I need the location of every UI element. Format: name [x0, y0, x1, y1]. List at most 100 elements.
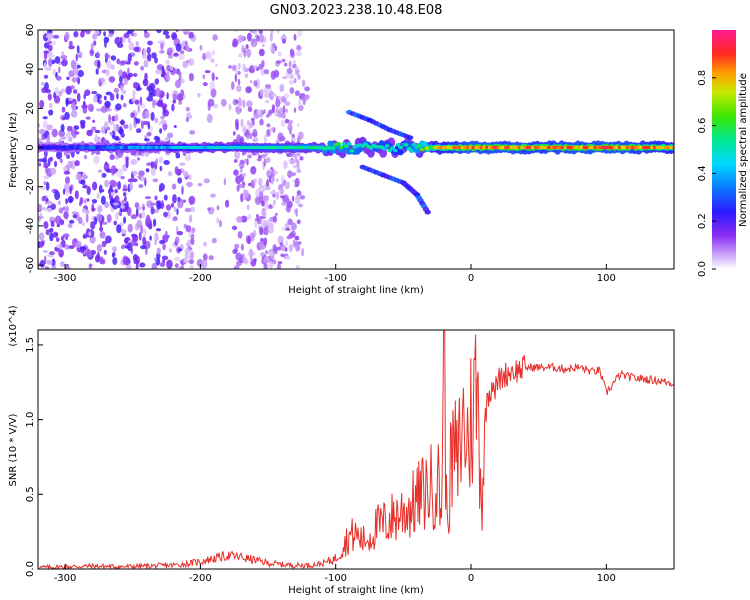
noise-speckle: [245, 44, 249, 50]
colorbar-ticks: 0.0 0.2 0.4 0.6 0.8: [697, 70, 716, 277]
noise-speckle: [266, 128, 271, 137]
noise-speckle: [197, 183, 203, 187]
noise-speckle: [237, 177, 241, 185]
noise-speckle: [64, 111, 70, 120]
noise-speckle: [284, 255, 291, 260]
noise-speckle: [58, 129, 65, 138]
noise-speckle: [109, 154, 115, 161]
noise-speckle: [38, 162, 41, 167]
noise-speckle: [69, 219, 75, 224]
noise-speckle: [50, 203, 56, 210]
noise-speckle: [275, 139, 280, 144]
noise-speckle: [65, 176, 70, 185]
noise-speckle: [114, 114, 119, 122]
noise-speckle: [67, 100, 73, 105]
noise-speckle: [289, 161, 295, 165]
noise-speckle: [143, 120, 149, 126]
noise-speckle: [251, 119, 255, 126]
noise-speckle: [211, 237, 217, 244]
noise-speckle: [41, 240, 45, 246]
noise-speckle: [289, 48, 294, 56]
noise-speckle: [85, 30, 91, 35]
noise-speckle: [119, 76, 123, 83]
noise-speckle: [296, 168, 302, 174]
noise-speckle: [172, 68, 179, 74]
noise-speckle: [44, 266, 50, 269]
noise-speckle: [299, 156, 304, 161]
snr-x-tick-label: 100: [597, 573, 616, 584]
carrier-core: [390, 146, 395, 150]
noise-speckle: [168, 248, 173, 253]
noise-speckle: [50, 167, 57, 175]
noise-speckle: [288, 232, 295, 238]
noise-speckle: [129, 182, 133, 191]
noise-speckle: [207, 98, 215, 107]
noise-speckle: [271, 48, 276, 55]
spectrogram-frame: [37, 29, 675, 270]
noise-speckle: [45, 67, 52, 71]
noise-speckle: [66, 76, 70, 81]
noise-speckle: [97, 169, 102, 173]
noise-speckle: [41, 87, 48, 94]
noise-speckle: [51, 258, 56, 268]
noise-speckle: [284, 118, 289, 124]
noise-speckle: [83, 253, 86, 257]
noise-speckle: [270, 168, 276, 178]
noise-speckle: [160, 119, 167, 125]
noise-speckle: [142, 206, 145, 210]
noise-speckle: [93, 40, 97, 46]
noise-speckle: [88, 129, 94, 134]
spectrogram-panel: -300 -200 -100 0 100 60 40 20 0 -20 -40 -60 Height…: [8, 24, 675, 296]
noise-speckle: [94, 129, 101, 134]
noise-speckle: [155, 157, 159, 165]
noise-speckle: [77, 69, 85, 78]
noise-speckle: [207, 207, 211, 211]
noise-speckle: [165, 34, 170, 39]
noise-speckle: [277, 235, 284, 245]
noise-speckle: [61, 51, 65, 56]
noise-speckle: [39, 99, 45, 109]
noise-speckle: [116, 58, 120, 65]
noise-speckle: [60, 240, 66, 248]
noise-speckle: [263, 263, 268, 269]
noise-speckle: [276, 30, 280, 34]
noise-speckle: [96, 51, 100, 57]
noise-speckle: [189, 130, 196, 135]
noise-speckle: [177, 248, 183, 252]
carrier-core: [368, 146, 374, 150]
noise-speckle: [160, 42, 164, 50]
noise-speckle: [246, 134, 250, 140]
carrier-core: [346, 142, 352, 146]
noise-speckle: [38, 232, 45, 241]
noise-speckle: [120, 94, 124, 101]
noise-speckle: [251, 132, 258, 137]
noise-speckle: [67, 160, 73, 169]
spectrogram-y-tick-label: 20: [25, 102, 36, 115]
noise-speckle: [272, 199, 276, 206]
noise-speckle: [48, 30, 52, 33]
noise-speckle: [291, 133, 295, 138]
noise-speckle: [294, 66, 299, 71]
noise-speckle: [62, 188, 66, 195]
noise-speckle: [59, 242, 62, 251]
noise-speckle: [250, 233, 255, 242]
noise-speckle: [96, 193, 100, 199]
noise-speckle: [131, 239, 135, 247]
noise-speckle: [285, 108, 288, 114]
noise-speckle: [54, 56, 61, 64]
noise-speckle: [270, 127, 275, 132]
noise-speckle: [139, 262, 146, 268]
noise-speckle: [187, 58, 195, 66]
noise-speckle: [183, 170, 189, 177]
noise-speckle: [199, 44, 203, 51]
noise-speckle: [98, 184, 103, 194]
noise-speckle: [70, 59, 77, 70]
noise-speckle: [296, 123, 300, 127]
noise-speckle: [122, 256, 130, 266]
noise-speckle: [135, 118, 141, 124]
carrier-core: [341, 142, 347, 146]
noise-speckle: [281, 58, 286, 63]
noise-speckle: [105, 91, 113, 96]
noise-speckle: [127, 37, 131, 44]
